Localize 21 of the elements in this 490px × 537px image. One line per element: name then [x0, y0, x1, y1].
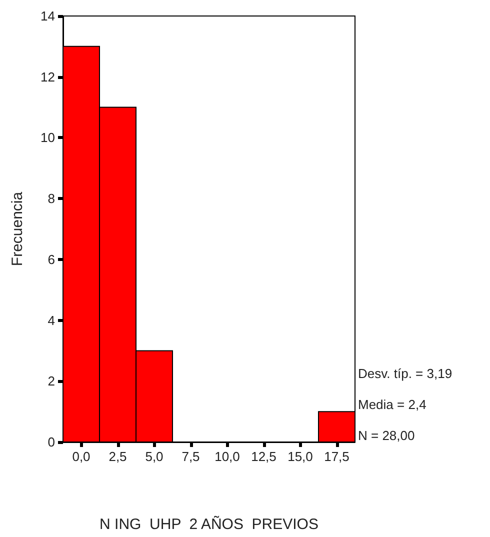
y-tick-label: 0: [48, 434, 55, 450]
x-tick-label: 10,0: [214, 449, 240, 464]
y-tick-label: 14: [40, 8, 55, 24]
x-tick-label: 15,0: [288, 449, 313, 464]
y-tick-label: 8: [48, 191, 55, 206]
x-tick-label: 12,5: [251, 449, 276, 464]
x-tick-label: 2,5: [108, 449, 127, 464]
x-axis-title: N ING UHP 2 AÑOS PREVIOS: [100, 515, 318, 533]
x-tick-label: 0,0: [72, 449, 90, 464]
x-tick-label: 5,0: [145, 449, 164, 464]
y-axis-title: Frecuencia: [9, 191, 26, 266]
y-tick-label: 6: [48, 252, 55, 267]
y-tick-label: 4: [48, 312, 55, 328]
text: Desv. típ. = 3,19: [358, 366, 452, 381]
text: N = 28,00: [358, 428, 415, 443]
x-tick-label: 17,5: [324, 449, 350, 464]
y-tick-label: 2: [48, 374, 55, 389]
text: Media = 2,4: [358, 397, 426, 412]
y-tick-label: 10: [40, 130, 55, 146]
y-tick-label: 12: [40, 69, 55, 84]
x-tick-label: 7,5: [182, 449, 200, 464]
